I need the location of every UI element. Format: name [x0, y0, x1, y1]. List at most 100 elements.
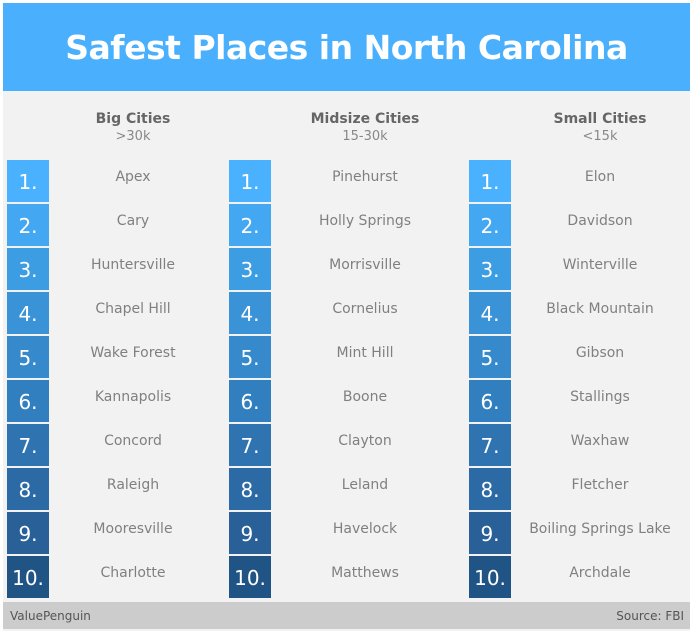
rank-badge: 1.: [469, 160, 511, 202]
list-item: 1. Apex: [7, 160, 225, 202]
list-item: 5. Mint Hill: [229, 336, 465, 378]
rank-badge: 3.: [7, 248, 49, 290]
rank-badge: 8.: [229, 468, 271, 510]
list-item: 2. Holly Springs: [229, 204, 465, 246]
rank-badge: 5.: [469, 336, 511, 378]
list-item: 6. Kannapolis: [7, 380, 225, 422]
list-item: 5. Wake Forest: [7, 336, 225, 378]
list-item: 7. Waxhaw: [469, 424, 690, 466]
column-title: Midsize Cities: [310, 111, 420, 127]
rank-badge: 5.: [7, 336, 49, 378]
rank-badge: 5.: [229, 336, 271, 378]
list-item: 8. Raleigh: [7, 468, 225, 510]
rank-badge: 7.: [469, 424, 511, 466]
list-item: 6. Boone: [229, 380, 465, 422]
rank-badge: 4.: [7, 292, 49, 334]
rank-badge: 3.: [469, 248, 511, 290]
list-item: 7. Clayton: [229, 424, 465, 466]
city-name: Mint Hill: [336, 345, 394, 361]
list-item: 10. Matthews: [229, 556, 465, 598]
list-item: 8. Fletcher: [469, 468, 690, 510]
rank-badge: 9.: [7, 512, 49, 554]
rank-badge: 7.: [7, 424, 49, 466]
city-name: Clayton: [338, 433, 392, 449]
column-population-range: <15k: [582, 129, 618, 144]
rank-badge: 3.: [229, 248, 271, 290]
city-name: Black Mountain: [546, 301, 654, 317]
rank-badge: 9.: [469, 512, 511, 554]
list-item: 6. Stallings: [469, 380, 690, 422]
list-item: 3. Huntersville: [7, 248, 225, 290]
rank-badge: 1.: [7, 160, 49, 202]
city-name: Winterville: [562, 257, 638, 273]
list-item: 9. Havelock: [229, 512, 465, 554]
list-item: 2. Cary: [7, 204, 225, 246]
column-midsize-cities: Midsize Cities 15-30k 1. Pinehurst 2. Holly S…: [229, 91, 465, 601]
city-name: Raleigh: [106, 477, 160, 493]
rank-badge: 2.: [7, 204, 49, 246]
rank-badge: 6.: [229, 380, 271, 422]
city-name: Apex: [115, 169, 151, 185]
list-item: 10. Charlotte: [7, 556, 225, 598]
city-name: Charlotte: [100, 565, 166, 581]
page-title: Safest Places in North Carolina: [65, 27, 628, 67]
list-item: 7. Concord: [7, 424, 225, 466]
footer: ValuePenguin Source: FBI: [3, 602, 690, 629]
city-name: Holly Springs: [318, 213, 412, 229]
list-item: 4. Cornelius: [229, 292, 465, 334]
infographic: Safest Places in North Carolina Big Citi…: [3, 3, 690, 631]
column-big-cities: Big Cities >30k 1. Apex 2. Cary 3. Huntersville…: [7, 91, 225, 601]
list-item: 10. Archdale: [469, 556, 690, 598]
rank-badge: 7.: [229, 424, 271, 466]
column-population-range: >30k: [115, 129, 151, 144]
list-item: 3. Morrisville: [229, 248, 465, 290]
list-item: 8. Leland: [229, 468, 465, 510]
column-header: Big Cities >30k: [53, 111, 213, 144]
list-item: 4. Black Mountain: [469, 292, 690, 334]
city-name: Stallings: [570, 389, 630, 405]
list-item: 1. Pinehurst: [229, 160, 465, 202]
city-name: Gibson: [575, 345, 625, 361]
rank-badge: 2.: [229, 204, 271, 246]
city-name: Cornelius: [332, 301, 398, 317]
city-name: Matthews: [331, 565, 399, 581]
list-item: 9. Boiling Springs Lake: [469, 512, 690, 554]
list-item: 5. Gibson: [469, 336, 690, 378]
city-name: Wake Forest: [90, 345, 176, 361]
rank-badge: 2.: [469, 204, 511, 246]
column-header: Midsize Cities 15-30k: [275, 111, 455, 144]
rank-badge: 4.: [469, 292, 511, 334]
list-item: 9. Mooresville: [7, 512, 225, 554]
brand-label: ValuePenguin: [10, 608, 91, 623]
city-name: Archdale: [569, 565, 631, 581]
city-name: Fletcher: [571, 477, 629, 493]
city-name: Chapel Hill: [95, 301, 171, 317]
column-header: Small Cities <15k: [511, 111, 689, 144]
city-name: Davidson: [567, 213, 633, 229]
city-name: Cary: [116, 213, 150, 229]
city-name: Waxhaw: [570, 433, 630, 449]
city-name: Huntersville: [91, 257, 175, 273]
city-name: Concord: [104, 433, 162, 449]
rank-badge: 8.: [469, 468, 511, 510]
city-name: Boone: [342, 389, 388, 405]
column-population-range: 15-30k: [342, 129, 388, 144]
source-label: Source: FBI: [616, 608, 684, 623]
city-name: Havelock: [332, 521, 398, 537]
rank-badge: 8.: [7, 468, 49, 510]
city-name: Kannapolis: [94, 389, 172, 405]
list-item: 3. Winterville: [469, 248, 690, 290]
rank-badge: 10.: [469, 556, 511, 598]
city-name: Mooresville: [93, 521, 173, 537]
list-item: 1. Elon: [469, 160, 690, 202]
title-banner: Safest Places in North Carolina: [3, 3, 690, 91]
list-item: 4. Chapel Hill: [7, 292, 225, 334]
column-title: Big Cities: [95, 111, 171, 127]
rank-badge: 10.: [229, 556, 271, 598]
rank-badge: 6.: [7, 380, 49, 422]
city-name: Pinehurst: [332, 169, 398, 185]
city-name: Morrisville: [329, 257, 401, 273]
rank-badge: 9.: [229, 512, 271, 554]
city-name: Elon: [584, 169, 616, 185]
rank-badge: 1.: [229, 160, 271, 202]
